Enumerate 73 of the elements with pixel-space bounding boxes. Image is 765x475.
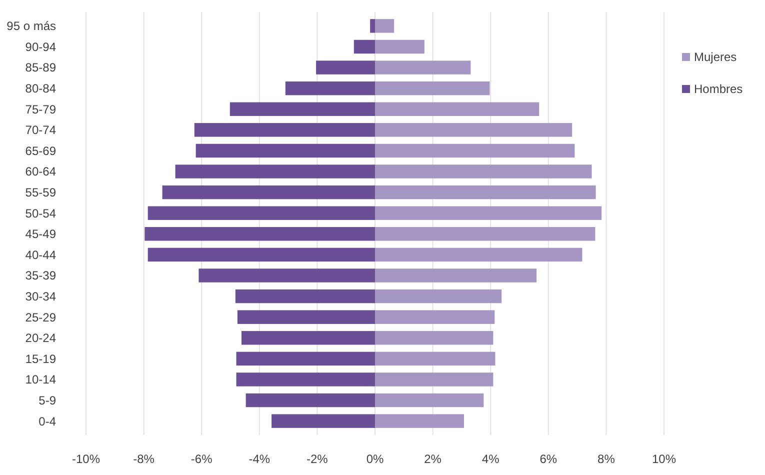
bar [375,19,394,33]
bar [370,19,375,33]
bar [235,289,375,304]
bar [354,40,375,54]
bar [236,352,375,366]
bar [148,206,375,220]
x-tick-label: 8% [598,452,616,466]
bar [375,268,537,282]
bar [375,144,575,158]
bar [375,81,490,96]
x-tick-label: -4% [248,452,270,466]
bar [196,144,375,158]
bar [148,248,375,262]
bar [375,60,471,74]
bar [375,206,602,220]
y-tick-label: 25-29 [25,310,56,324]
y-tick-label: 15-19 [25,352,56,366]
bar [198,268,375,282]
x-tick-label: -10% [72,452,100,466]
y-tick-label: 75-79 [25,102,56,116]
bar [375,248,582,262]
y-tick-label: 45-49 [25,227,56,242]
bar [375,289,502,304]
bar [375,372,494,386]
bar [375,331,494,345]
y-tick-label: 90-94 [25,40,56,54]
bar [230,102,375,116]
x-tick-label: -8% [133,452,155,466]
y-tick-label: 80-84 [25,82,56,96]
x-tick-label: 6% [540,452,558,466]
bar [375,393,484,408]
bar [241,331,375,345]
bar [375,414,464,428]
y-tick-label: 85-89 [25,60,56,75]
bar [375,185,596,200]
bar [175,164,375,178]
bar [316,60,375,74]
bar [162,185,375,200]
x-tick-label: 0% [366,452,384,466]
bar [375,310,495,324]
bar [246,393,375,408]
y-tick-label: 20-24 [25,331,56,346]
y-tick-label: 10-14 [25,372,56,387]
x-tick-label: -2% [306,452,328,466]
y-tick-label: 65-69 [25,144,56,158]
bar [375,227,596,241]
y-tick-label: 0-4 [38,414,56,428]
bar [236,372,375,386]
y-tick-label: 95 o más [6,19,56,34]
legend-label: Hombres [694,82,743,96]
x-tick-label: 2% [424,452,442,466]
y-tick-label: 60-64 [25,164,56,179]
x-tick-label: 10% [652,452,676,466]
bar [144,227,375,241]
bar [375,352,496,366]
y-tick-label: 30-34 [25,289,56,304]
y-tick-label: 70-74 [25,123,56,138]
y-tick-label: 35-39 [25,268,56,283]
y-tick-label: 40-44 [25,248,56,262]
bar [375,123,572,137]
y-tick-label: 50-54 [25,206,56,220]
legend-label: Mujeres [694,50,737,64]
x-tick-label: 4% [482,452,500,466]
bar [272,414,375,428]
bar [237,310,375,324]
bar [194,123,375,137]
bar [375,40,424,54]
y-tick-label: 5-9 [38,393,56,408]
y-tick-label: 55-59 [25,186,56,200]
bar [375,102,540,116]
bar [375,164,592,178]
x-tick-label: -6% [190,452,213,466]
bar [285,81,375,96]
